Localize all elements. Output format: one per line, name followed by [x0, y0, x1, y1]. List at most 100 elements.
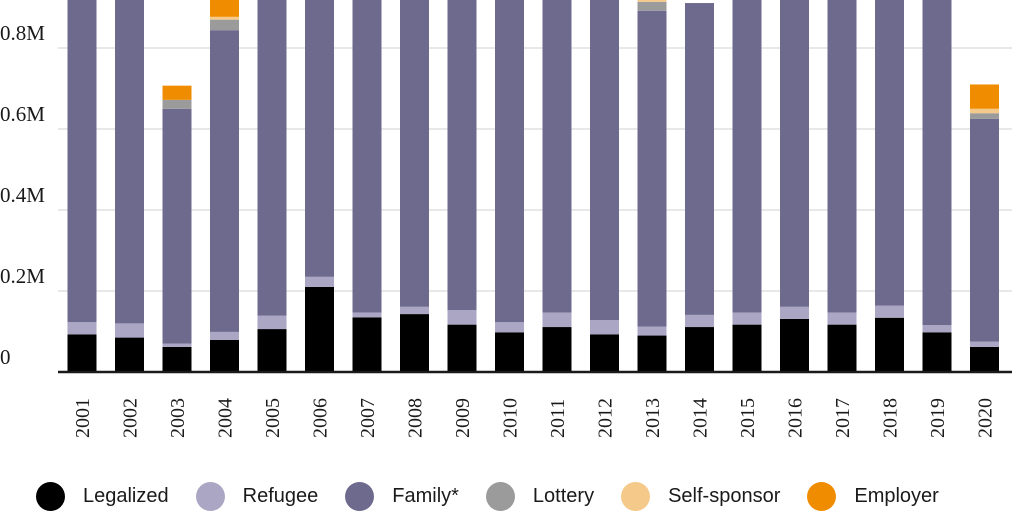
bar-segment-family — [732, 0, 762, 313]
bar-segment-family — [162, 108, 192, 344]
legend-swatch — [195, 481, 225, 511]
bar-segment-self-sponsor — [637, 0, 667, 2]
bar-segment-refugee — [495, 322, 524, 333]
legend-label: Family* — [392, 484, 459, 507]
bar-segment-lottery — [162, 99, 192, 109]
x-tick-label: 2017 — [832, 398, 854, 438]
bar-segment-legalized — [685, 327, 714, 372]
bar-segment-legalized — [495, 332, 524, 372]
y-tick-label: 0.2M — [0, 264, 45, 288]
legend-swatch — [345, 481, 375, 511]
y-tick-label: 0.4M — [0, 183, 45, 207]
bar-segment-family — [115, 0, 144, 324]
bar-segment-family — [400, 0, 429, 307]
bar-segment-family — [685, 3, 714, 315]
bar-segment-legalized — [590, 334, 619, 372]
legend-item: Family* — [345, 481, 459, 511]
legend-item: Refugee — [195, 481, 319, 511]
x-tick-label: 2010 — [500, 398, 522, 438]
bar-segment-refugee — [732, 312, 762, 325]
x-tick-label: 2003 — [167, 398, 189, 438]
bar-segment-legalized — [827, 324, 857, 372]
legend: Legalized Refugee Family* Lottery Self-spons… — [36, 481, 1016, 511]
bar-segment-refugee — [162, 343, 192, 347]
bar-segment-legalized — [542, 327, 572, 372]
bar-segment-refugee — [305, 276, 334, 287]
legend-swatch — [485, 481, 515, 511]
bar-segment-lottery — [970, 113, 999, 119]
bar-segment-legalized — [305, 286, 334, 372]
legend-item: Legalized — [36, 481, 169, 511]
x-tick-label: 2014 — [690, 398, 712, 438]
x-tick-label: 2009 — [452, 398, 474, 438]
bar-segment-family — [542, 0, 572, 313]
bar-segment-legalized — [447, 324, 477, 372]
legend-swatch — [807, 481, 837, 511]
bar-segment-legalized — [637, 335, 667, 372]
bar-segment-legalized — [115, 337, 144, 372]
x-tick-label: 2015 — [737, 398, 759, 438]
bar-segment-refugee — [447, 310, 477, 325]
x-tick-label: 2004 — [215, 398, 237, 438]
bar-segment-refugee — [210, 331, 239, 341]
bar-segment-self-sponsor — [970, 108, 999, 114]
bar-segment-refugee — [400, 306, 429, 315]
bar-segment-family — [257, 0, 287, 316]
y-tick-label: 0.8M — [0, 21, 45, 45]
y-tick-label: 0.6M — [0, 102, 45, 126]
x-tick-label: 2013 — [642, 398, 664, 438]
bar-segment-refugee — [827, 312, 857, 325]
bar-segment-refugee — [685, 314, 714, 328]
bar-segment-legalized — [780, 318, 809, 372]
x-tick-label: 2007 — [357, 398, 379, 438]
x-tick-label: 2001 — [72, 398, 94, 438]
bar-segment-refugee — [875, 305, 904, 318]
legend-label: Refugee — [242, 484, 319, 507]
bar-segment-legalized — [67, 334, 97, 372]
bar-segment-legalized — [257, 329, 287, 372]
legend-item: Lottery — [485, 481, 595, 511]
bar-segment-family — [590, 0, 619, 321]
bar-segment-refugee — [67, 322, 97, 335]
bar-segment-legalized — [352, 317, 382, 372]
bar-segment-self-sponsor — [210, 16, 239, 20]
legend-label: Employer — [854, 484, 939, 507]
legend-swatch — [621, 481, 651, 511]
x-tick-label: 2002 — [120, 398, 142, 438]
bar-segment-family — [495, 0, 524, 323]
bar-segment-lottery — [210, 19, 239, 31]
bar-segment-refugee — [542, 312, 572, 328]
legend-label: Lottery — [532, 484, 595, 507]
bar-segment-family — [780, 0, 809, 307]
legend-label: Self-sponsor — [668, 484, 781, 507]
bar-segment-family — [637, 10, 667, 327]
bar-segment-refugee — [115, 323, 144, 338]
bar-segment-refugee — [352, 312, 382, 318]
bar-segment-legalized — [400, 314, 429, 372]
x-tick-label: 2008 — [405, 398, 427, 438]
bar-segment-legalized — [732, 324, 762, 372]
legend-label: Legalized — [83, 484, 169, 507]
x-tick-label: 2006 — [310, 398, 332, 438]
bar-segment-refugee — [780, 306, 809, 319]
bar-segment-family — [875, 0, 904, 306]
bar-segment-lottery — [637, 1, 667, 11]
bar-segment-employer — [970, 84, 999, 109]
bar-segment-refugee — [257, 315, 287, 330]
legend-swatch — [36, 481, 65, 511]
bar-segment-refugee — [970, 341, 999, 347]
legend-item: Employer — [807, 481, 939, 511]
x-tick-label: 2018 — [880, 398, 902, 438]
stacked-bar-chart: 0 0.2M 0.4M 0.6M 0.8M 2001 2002 2003 2004 2005 200… — [0, 0, 1012, 438]
bar-segment-refugee — [637, 326, 667, 336]
bar-segment-family — [827, 0, 857, 313]
x-tick-label: 2011 — [547, 399, 569, 438]
bar-segment-family — [352, 0, 382, 313]
x-tick-label: 2005 — [262, 398, 284, 438]
bar-segment-refugee — [922, 325, 952, 333]
bar-segment-family — [970, 118, 999, 342]
bar-segment-legalized — [875, 317, 904, 372]
bar-segment-employer — [162, 85, 192, 100]
legend-item: Self-sponsor — [621, 481, 781, 511]
bar-segment-family — [922, 0, 952, 326]
